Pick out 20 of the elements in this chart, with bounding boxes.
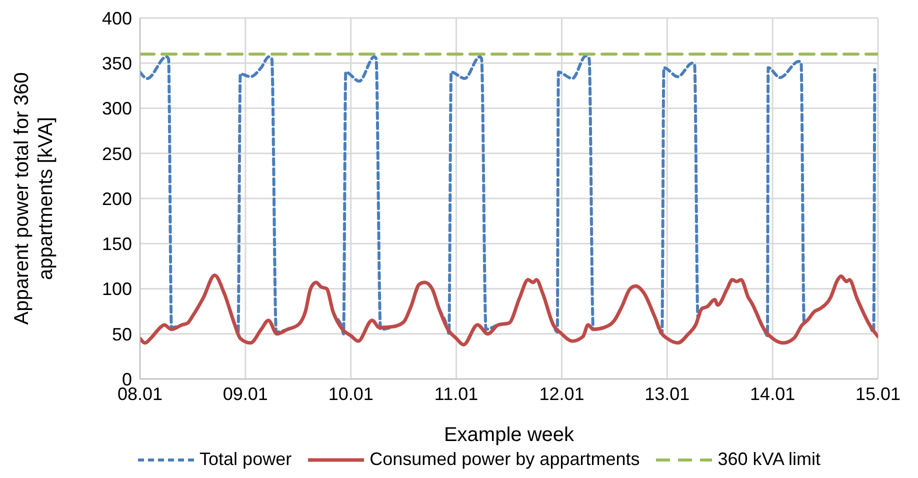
x-axis-title: Example week xyxy=(444,424,576,446)
legend-label: 360 kVA limit xyxy=(718,449,820,470)
legend-label: Total power xyxy=(200,449,292,470)
y-tick-label: 200 xyxy=(102,188,132,209)
y-tick-label: 50 xyxy=(112,324,132,344)
y-tick-label: 400 xyxy=(102,8,132,28)
y-tick-label: 250 xyxy=(102,144,132,164)
y-tick-label: 300 xyxy=(102,98,132,119)
x-tick-label: 13.01 xyxy=(644,384,690,404)
y-tick-label: 350 xyxy=(102,54,132,74)
x-tick-label: 12.01 xyxy=(539,384,584,404)
x-tick-label: 14.01 xyxy=(750,384,796,404)
y-tick-label: 100 xyxy=(102,279,132,300)
y-tick-label: 150 xyxy=(102,234,132,254)
x-tick-label: 15.01 xyxy=(855,384,901,404)
x-tick-label: 09.01 xyxy=(222,384,268,404)
x-tick-label: 10.01 xyxy=(328,384,374,404)
x-tick-label: 11.01 xyxy=(434,384,478,404)
legend-label: Consumed power by appartments xyxy=(370,449,640,470)
y-axis-title: Apparent power total for 360 appartments [kVA] xyxy=(11,72,57,325)
